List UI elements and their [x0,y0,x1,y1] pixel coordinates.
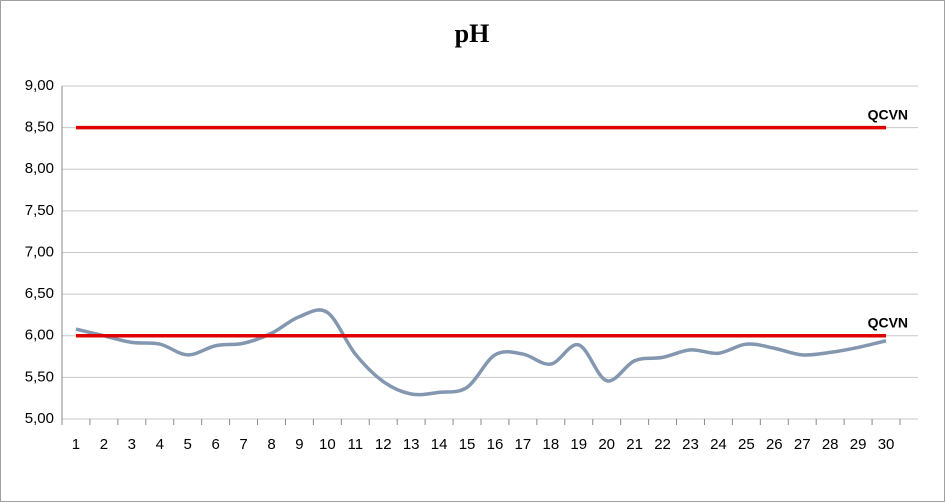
x-tick-label: 24 [710,436,727,453]
x-tick-label: 18 [542,436,559,453]
y-tick-label: 5,50 [25,368,54,385]
x-tick-label: 30 [878,436,895,453]
x-tick-label: 13 [403,436,420,453]
y-tick-label: 9,00 [25,77,54,94]
x-tick-label: 27 [794,436,811,453]
x-tick-label: 1 [72,436,80,453]
x-tick-label: 2 [100,436,108,453]
x-tick-label: 23 [682,436,699,453]
x-tick-label: 12 [375,436,392,453]
x-tick-label: 14 [431,436,448,453]
y-tick-label: 8,50 [25,119,54,136]
x-tick-label: 10 [319,436,336,453]
chart-title: pH [455,19,490,48]
series-label: QCVN [868,314,908,330]
data-line [75,308,887,397]
x-tick-label: 20 [598,436,615,453]
x-tick-label: 22 [654,436,671,453]
x-tick-label: 8 [267,436,275,453]
x-tick-label: 9 [295,436,303,453]
x-tick-label: 26 [766,436,783,453]
x-tick-label: 15 [459,436,476,453]
y-tick-label: 6,00 [25,327,54,344]
x-tick-label: 3 [128,436,136,453]
x-tick-label: 4 [156,436,164,453]
x-tick-label: 17 [515,436,532,453]
y-tick-label: 7,00 [25,243,54,260]
x-tick-label: 7 [239,436,247,453]
x-tick-label: 25 [738,436,755,453]
y-tick-label: 7,50 [25,202,54,219]
x-tick-label: 21 [626,436,643,453]
x-tick-label: 6 [211,436,219,453]
x-tick-label: 19 [570,436,587,453]
x-tick-label: 29 [850,436,867,453]
series-label: QCVN [868,106,908,122]
x-tick-label: 5 [184,436,192,453]
y-tick-label: 5,00 [25,410,54,427]
y-tick-label: 6,50 [25,285,54,302]
x-tick-label: 11 [348,436,364,453]
y-tick-label: 8,00 [25,160,54,177]
x-tick-label: 16 [487,436,504,453]
x-tick-label: 28 [822,436,839,453]
